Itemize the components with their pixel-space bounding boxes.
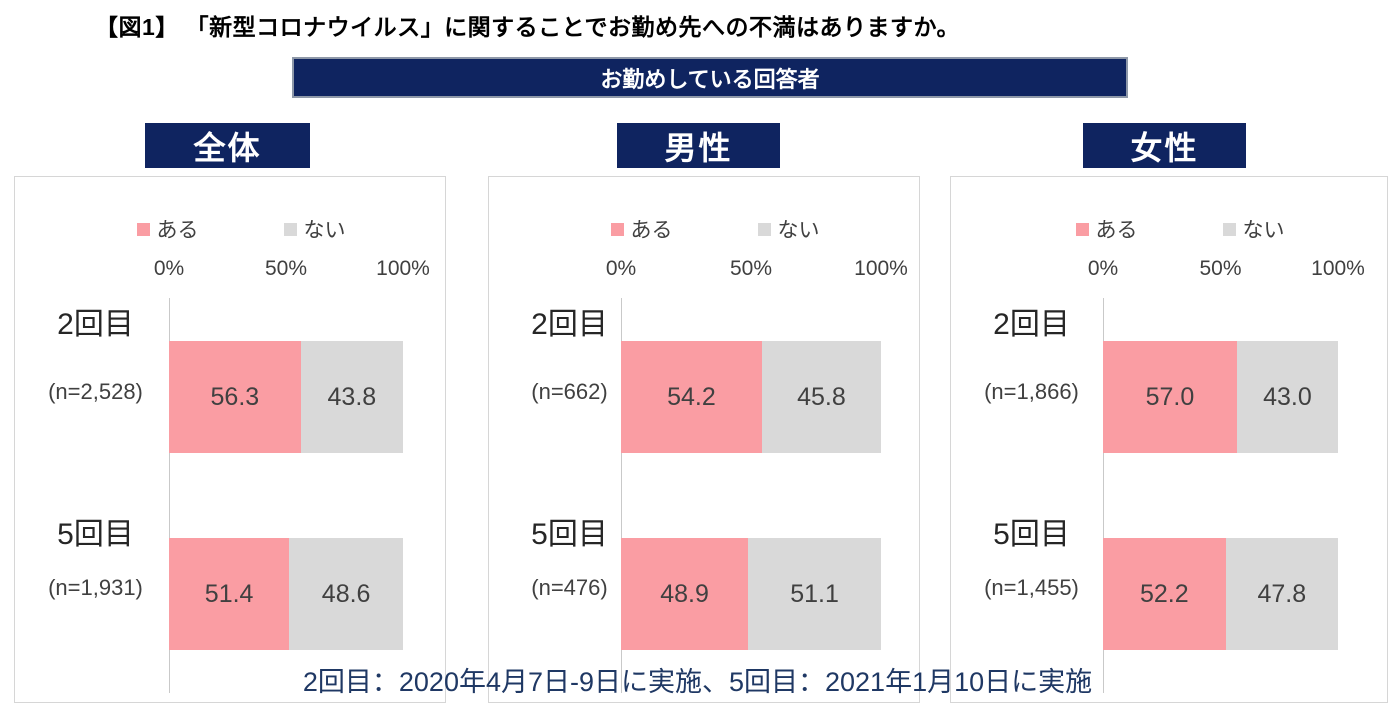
legend-item-nai: ない	[1222, 214, 1285, 244]
bar-segment-nai: 48.6	[289, 538, 403, 650]
sample-size-round2: (n=662)	[531, 379, 608, 404]
sample-size-round2: (n=2,528)	[48, 379, 143, 404]
category-label-round2: 2回目	[531, 308, 608, 341]
bar-segment-aru: 56.3	[169, 341, 301, 453]
bar-value-aru: 54.2	[667, 382, 716, 411]
subtitle-banner: お勤めしている回答者	[292, 57, 1128, 98]
bar-value-aru: 52.2	[1139, 579, 1189, 608]
legend-item-aru: ある	[1075, 214, 1138, 244]
x-tick-100: 100%	[1311, 257, 1365, 280]
bar-value-nai: 47.8	[1257, 579, 1307, 608]
panel-header-female: 女性	[1083, 123, 1246, 168]
legend: ある ない	[511, 214, 919, 244]
sample-size-round5: (n=1,455)	[984, 575, 1079, 600]
bar-segment-aru: 48.9	[621, 538, 749, 650]
x-tick-100: 100%	[854, 257, 908, 280]
legend-swatch-nai-icon	[283, 222, 297, 236]
legend-swatch-nai-icon	[757, 222, 771, 236]
chart-panel-overall: ある ない 0% 50% 100% 2回目 (n=2,528) 56.3 43.…	[14, 176, 446, 703]
legend: ある ない	[973, 214, 1387, 244]
chart-panel-female: ある ない 0% 50% 100% 2回目 (n=1,866) 57.0 43.…	[950, 176, 1388, 703]
legend-label-aru: ある	[156, 219, 199, 242]
legend-item-aru: ある	[610, 214, 673, 244]
sample-size-round2: (n=1,866)	[984, 379, 1079, 404]
bar-value-nai: 45.8	[797, 382, 846, 411]
bar-value-aru: 48.9	[660, 579, 709, 608]
bar-value-nai: 43.0	[1263, 382, 1312, 411]
x-tick-50: 50%	[1199, 257, 1242, 280]
x-tick-50: 50%	[729, 257, 773, 280]
legend-label-nai: ない	[777, 219, 820, 242]
bar-value-nai: 43.8	[327, 382, 377, 411]
figure-title: 【図1】 「新型コロナウイルス」に関することでお勤め先への不満はありますか。	[95, 14, 961, 40]
chart-panel-male: ある ない 0% 50% 100% 2回目 (n=662) 54.2 45.8 …	[488, 176, 920, 703]
legend: ある ない	[37, 214, 445, 244]
panel-header-male: 男性	[617, 123, 780, 168]
legend-label-aru: ある	[1095, 219, 1138, 242]
sample-size-round5: (n=476)	[531, 575, 608, 600]
x-tick-0: 0%	[605, 257, 637, 280]
legend-item-nai: ない	[757, 214, 820, 244]
bar-value-aru: 56.3	[210, 382, 260, 411]
stacked-bar-round2: 54.2 45.8	[621, 341, 881, 453]
y-axis-line	[169, 298, 170, 693]
bar-segment-nai: 45.8	[761, 341, 881, 453]
category-label-round5: 5回目	[993, 518, 1070, 551]
category-label-round5: 5回目	[531, 518, 608, 551]
bar-segment-aru: 54.2	[621, 341, 762, 453]
x-axis: 0% 50% 100%	[154, 257, 430, 283]
legend-swatch-aru-icon	[610, 222, 624, 236]
stacked-bar-round2: 57.0 43.0	[1103, 341, 1338, 453]
x-tick-0: 0%	[1087, 257, 1119, 280]
panel-header-overall: 全体	[145, 123, 310, 168]
legend-label-nai: ない	[1242, 219, 1285, 242]
x-tick-0: 0%	[153, 257, 185, 280]
category-label-round2: 2回目	[57, 308, 134, 341]
y-axis-line	[621, 298, 622, 693]
x-axis: 0% 50% 100%	[606, 257, 908, 283]
stacked-bar-round5: 51.4 48.6	[169, 538, 403, 650]
legend-label-nai: ない	[303, 219, 346, 242]
x-tick-100: 100%	[376, 257, 430, 280]
stacked-bar-round2: 56.3 43.8	[169, 341, 403, 453]
bar-segment-nai: 51.1	[748, 538, 881, 650]
legend-item-aru: ある	[136, 214, 199, 244]
legend-item-nai: ない	[283, 214, 346, 244]
category-label-round5: 5回目	[57, 518, 134, 551]
bar-segment-nai: 43.8	[300, 341, 403, 453]
legend-swatch-nai-icon	[1222, 222, 1236, 236]
bar-segment-aru: 57.0	[1103, 341, 1237, 453]
bar-value-aru: 51.4	[204, 579, 254, 608]
x-tick-50: 50%	[264, 257, 308, 280]
x-axis: 0% 50% 100%	[1088, 257, 1365, 283]
bar-segment-nai: 43.0	[1236, 341, 1338, 453]
bar-value-nai: 48.6	[321, 579, 371, 608]
legend-swatch-aru-icon	[1075, 222, 1089, 236]
bar-value-aru: 57.0	[1145, 382, 1195, 411]
stacked-bar-round5: 52.2 47.8	[1103, 538, 1338, 650]
stacked-bar-round5: 48.9 51.1	[621, 538, 881, 650]
bar-segment-nai: 47.8	[1225, 538, 1338, 650]
y-axis-line	[1103, 298, 1104, 693]
legend-swatch-aru-icon	[136, 222, 150, 236]
legend-label-aru: ある	[630, 219, 673, 242]
bar-segment-aru: 51.4	[169, 538, 290, 650]
category-label-round2: 2回目	[993, 308, 1070, 341]
survey-dates-note: 2回目：2020年4月7日-9日に実施、5回目：2021年1月10日に実施	[302, 667, 1093, 697]
bar-segment-aru: 52.2	[1103, 538, 1226, 650]
bar-value-nai: 51.1	[790, 579, 839, 608]
sample-size-round5: (n=1,931)	[48, 575, 143, 600]
